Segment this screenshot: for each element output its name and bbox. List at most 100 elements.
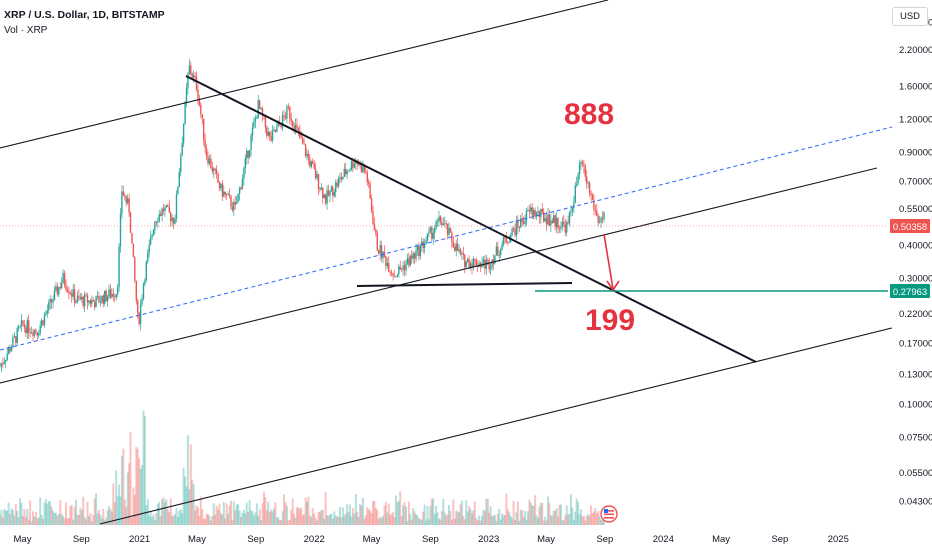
- candle: [567, 215, 569, 225]
- candle: [94, 299, 96, 311]
- candle: [409, 254, 411, 267]
- volume-bar: [443, 512, 446, 525]
- volume-bar: [230, 500, 232, 525]
- volume-bar: [555, 508, 558, 525]
- volume-bar: [419, 519, 422, 525]
- volume-indicator-label[interactable]: Vol · XRP: [4, 25, 48, 36]
- volume-bar: [416, 515, 419, 525]
- projection-arrow-line[interactable]: [603, 233, 614, 290]
- volume-bar: [412, 508, 415, 525]
- candle: [105, 288, 107, 302]
- descending-trendline[interactable]: [185, 75, 757, 363]
- candle: [495, 242, 498, 256]
- candle: [471, 258, 473, 275]
- volume-bar: [73, 506, 76, 525]
- candle: [566, 220, 568, 237]
- volume-bar: [110, 511, 113, 525]
- candle: [309, 154, 311, 169]
- volume-bar: [158, 501, 161, 525]
- currency-button[interactable]: USD: [892, 7, 928, 26]
- candle: [485, 254, 487, 275]
- candle: [373, 217, 376, 231]
- volume-bar: [453, 519, 456, 525]
- candle: [375, 227, 377, 237]
- candle: [26, 317, 28, 340]
- volume-bar: [278, 519, 281, 525]
- volume-bar: [120, 455, 123, 525]
- candle: [459, 247, 462, 257]
- candle: [95, 295, 97, 308]
- candle: [474, 258, 476, 267]
- candle: [148, 239, 150, 258]
- candle: [3, 357, 5, 365]
- symbol-title[interactable]: XRP / U.S. Dollar, 1D, BITSTAMP: [4, 9, 165, 21]
- volume-bar: [102, 509, 105, 525]
- candle: [99, 295, 102, 307]
- volume-bar: [379, 516, 382, 525]
- candle: [244, 154, 246, 174]
- volume-bar: [600, 520, 603, 525]
- annotation-888: 888: [564, 98, 614, 131]
- candle: [515, 215, 518, 241]
- last-price-tag: 0.50358: [890, 219, 930, 233]
- candle: [230, 194, 232, 210]
- volume-bar: [486, 498, 489, 525]
- volume-bar: [215, 505, 218, 525]
- candle: [104, 290, 106, 307]
- candle: [306, 148, 308, 161]
- volume-bar: [405, 506, 407, 525]
- time-axis[interactable]: May Sep 2021 May Sep 2022 May Sep 2023 May Sep 2024…: [14, 534, 849, 545]
- candle: [284, 111, 287, 120]
- price-axis[interactable]: 2.800002.200001.600001.200000.900000.700…: [899, 17, 932, 507]
- candle: [449, 227, 452, 233]
- volume-bar: [62, 516, 65, 525]
- candle: [32, 328, 34, 342]
- dashed-median-line[interactable]: [0, 126, 893, 351]
- price-tick-label: 0.30000: [899, 274, 932, 285]
- volume-bar: [598, 516, 601, 525]
- candle: [554, 214, 556, 231]
- mid-channel-line[interactable]: [0, 167, 878, 384]
- volume-bar: [475, 518, 478, 525]
- candle: [586, 170, 588, 189]
- volume-bar: [353, 513, 356, 525]
- candle: [392, 273, 394, 281]
- candle: [50, 298, 53, 310]
- volume-bar: [261, 503, 264, 525]
- volume-bar: [240, 517, 242, 525]
- volume-bar: [287, 520, 290, 525]
- lower-channel-line[interactable]: [99, 327, 893, 525]
- volume-bar: [462, 515, 465, 525]
- volume-bar: [251, 511, 254, 525]
- volume-bar: [535, 515, 538, 525]
- candle: [322, 187, 324, 205]
- volume-bar: [116, 496, 119, 525]
- volume-bar: [208, 515, 211, 525]
- volume-bar: [505, 493, 508, 525]
- candle: [180, 152, 182, 177]
- volume-bar: [181, 513, 184, 525]
- volume-bar: [119, 496, 122, 525]
- volume-bar: [567, 514, 570, 525]
- candle: [233, 198, 235, 216]
- candle: [558, 225, 561, 233]
- volume-bar: [258, 509, 261, 525]
- candle: [210, 154, 212, 169]
- volume-bar: [572, 520, 575, 525]
- candle: [462, 246, 465, 260]
- volume-bar: [452, 499, 455, 525]
- support-horizontal-line[interactable]: [356, 282, 573, 287]
- candle: [134, 256, 136, 283]
- upper-channel-line[interactable]: [0, 0, 609, 149]
- volume-bar: [426, 506, 429, 525]
- volume-bar: [310, 517, 313, 525]
- candle: [251, 122, 254, 142]
- volume-bar: [34, 512, 37, 525]
- volume-bar: [306, 501, 308, 525]
- time-tick-label: 2025: [828, 534, 849, 545]
- candle: [537, 206, 539, 215]
- volume-bar: [98, 509, 100, 525]
- candle: [115, 294, 117, 301]
- volume-bar: [57, 514, 60, 525]
